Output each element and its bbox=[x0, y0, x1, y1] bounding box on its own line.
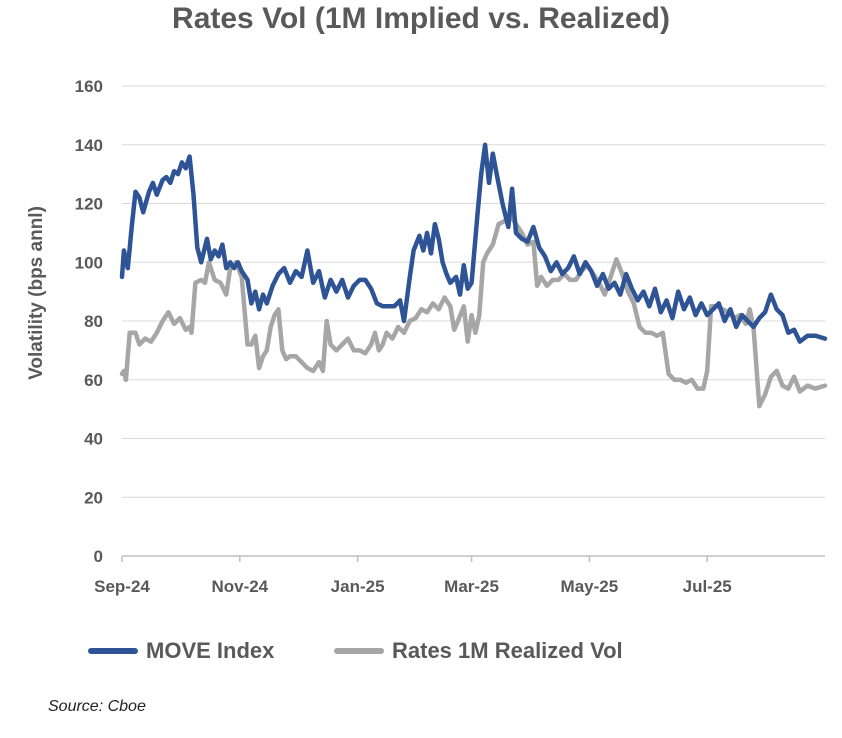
y-tick-label: 160 bbox=[75, 77, 103, 96]
x-tick-label: Mar-25 bbox=[444, 577, 499, 596]
gridlines bbox=[122, 85, 825, 498]
chart-title: Rates Vol (1M Implied vs. Realized) bbox=[172, 2, 670, 35]
series-lines bbox=[119, 142, 828, 409]
y-tick-label: 100 bbox=[75, 253, 103, 272]
x-tick-label: Sep-24 bbox=[94, 577, 150, 596]
x-tick-label: Nov-24 bbox=[211, 577, 268, 596]
x-tick-label: Jul-25 bbox=[683, 577, 732, 596]
y-tick-label: 40 bbox=[84, 430, 103, 449]
y-axis-label: Volatility (bps annl) bbox=[26, 206, 47, 380]
legend-label-move-index: MOVE Index bbox=[146, 638, 275, 663]
y-tick-label: 20 bbox=[84, 488, 103, 507]
series-line-realized-vol bbox=[119, 213, 828, 409]
legend-label-realized-vol: Rates 1M Realized Vol bbox=[392, 638, 623, 663]
legend-swatch-move-index bbox=[88, 648, 138, 654]
legend-item-realized-vol: Rates 1M Realized Vol bbox=[334, 638, 623, 664]
y-tick-label: 140 bbox=[75, 136, 103, 155]
axes: 0 20 40 60 80 100 120 140 160 Sep-24 Nov-24 Jan-25 M… bbox=[75, 77, 825, 596]
legend-item-move-index: MOVE Index bbox=[88, 638, 274, 664]
y-tick-label: 80 bbox=[84, 312, 103, 331]
y-tick-label: 120 bbox=[75, 195, 103, 214]
y-tick-label: 0 bbox=[94, 547, 103, 566]
x-tick-label: Jan-25 bbox=[331, 577, 385, 596]
legend-swatch-realized-vol bbox=[334, 648, 384, 654]
y-tick-label: 60 bbox=[84, 371, 103, 390]
source-note: Source: Cboe bbox=[48, 698, 146, 715]
x-tick-label: May-25 bbox=[561, 577, 619, 596]
series-line-move-index bbox=[119, 142, 828, 344]
